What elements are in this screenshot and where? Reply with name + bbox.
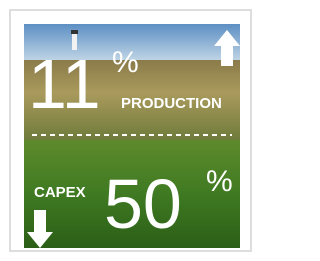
lighthouse-top: [71, 30, 78, 34]
top-unit: %: [112, 46, 139, 79]
bottom-unit: %: [206, 165, 233, 198]
bottom-label: CAPEX: [34, 184, 86, 201]
infographic: 11 % PRODUCTION CAPEX 50 %: [0, 0, 261, 261]
page: 11 % PRODUCTION CAPEX 50 % (() => { cons…: [0, 0, 320, 261]
top-label: PRODUCTION: [121, 95, 222, 112]
bottom-value: 50: [104, 165, 182, 243]
top-value: 11: [28, 45, 101, 123]
